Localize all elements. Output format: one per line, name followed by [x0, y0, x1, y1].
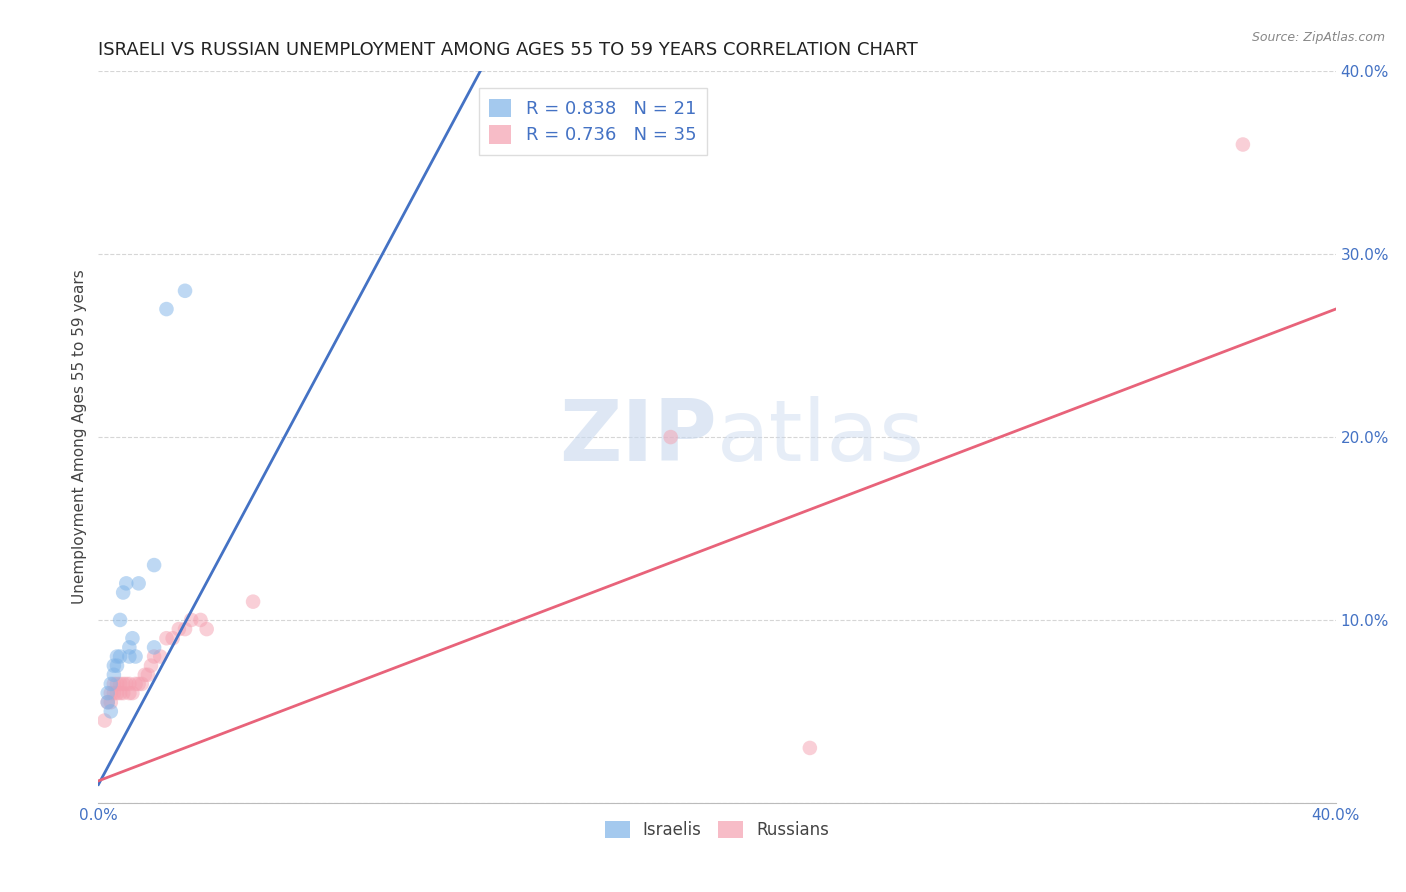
- Point: [167, 622, 190, 636]
- Point: [143, 558, 166, 573]
- Point: [108, 686, 131, 700]
- Point: [100, 695, 122, 709]
- Point: [121, 686, 143, 700]
- Text: ZIP: ZIP: [560, 395, 717, 479]
- Point: [134, 667, 156, 681]
- Point: [1232, 137, 1254, 152]
- Point: [143, 640, 166, 655]
- Point: [155, 632, 177, 646]
- Point: [103, 677, 125, 691]
- Point: [115, 576, 138, 591]
- Point: [195, 622, 218, 636]
- Point: [100, 705, 122, 719]
- Point: [190, 613, 212, 627]
- Text: ISRAELI VS RUSSIAN UNEMPLOYMENT AMONG AGES 55 TO 59 YEARS CORRELATION CHART: ISRAELI VS RUSSIAN UNEMPLOYMENT AMONG AG…: [98, 41, 918, 59]
- Point: [128, 576, 150, 591]
- Point: [115, 677, 138, 691]
- Point: [105, 686, 128, 700]
- Point: [118, 640, 141, 655]
- Point: [105, 677, 128, 691]
- Point: [128, 677, 150, 691]
- Point: [108, 649, 131, 664]
- Point: [93, 714, 115, 728]
- Point: [97, 686, 120, 700]
- Point: [100, 686, 122, 700]
- Point: [174, 284, 197, 298]
- Point: [108, 613, 131, 627]
- Point: [139, 658, 162, 673]
- Point: [118, 677, 141, 691]
- Point: [118, 686, 141, 700]
- Point: [97, 695, 120, 709]
- Point: [799, 740, 821, 755]
- Point: [174, 622, 197, 636]
- Point: [180, 613, 202, 627]
- Point: [131, 677, 153, 691]
- Point: [112, 686, 135, 700]
- Point: [103, 667, 125, 681]
- Point: [155, 301, 177, 317]
- Point: [143, 649, 166, 664]
- Point: [103, 686, 125, 700]
- Y-axis label: Unemployment Among Ages 55 to 59 years: Unemployment Among Ages 55 to 59 years: [72, 269, 87, 605]
- Point: [112, 585, 135, 599]
- Legend: Israelis, Russians: Israelis, Russians: [598, 814, 837, 846]
- Point: [100, 677, 122, 691]
- Point: [162, 632, 184, 646]
- Point: [124, 649, 146, 664]
- Point: [112, 677, 135, 691]
- Point: [118, 649, 141, 664]
- Text: atlas: atlas: [717, 395, 925, 479]
- Point: [121, 632, 143, 646]
- Point: [105, 658, 128, 673]
- Point: [108, 677, 131, 691]
- Point: [124, 677, 146, 691]
- Point: [103, 658, 125, 673]
- Point: [242, 594, 264, 608]
- Point: [97, 695, 120, 709]
- Text: Source: ZipAtlas.com: Source: ZipAtlas.com: [1251, 31, 1385, 45]
- Point: [136, 667, 159, 681]
- Point: [659, 430, 682, 444]
- Point: [149, 649, 172, 664]
- Point: [105, 649, 128, 664]
